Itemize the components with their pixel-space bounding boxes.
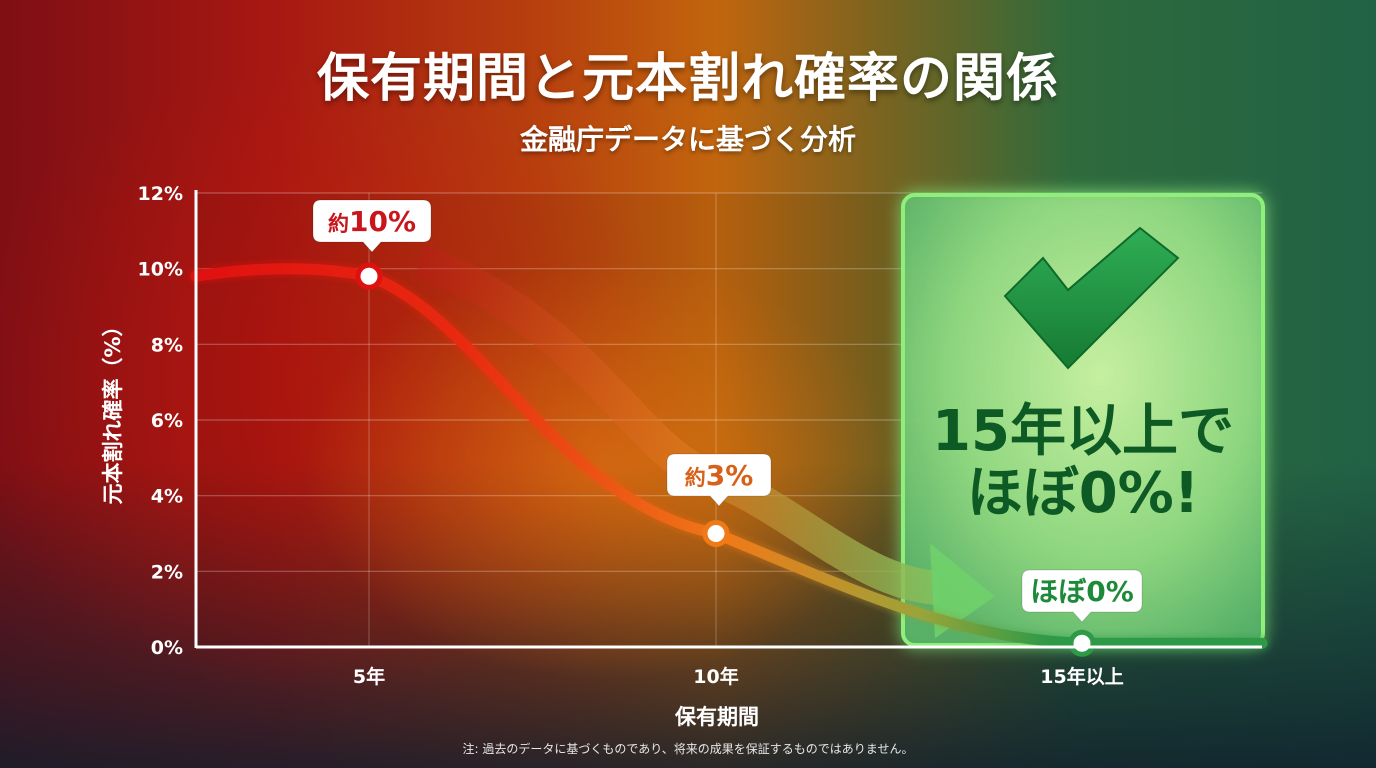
y-tick-label: 4% [151, 486, 183, 508]
y-tick-label: 8% [151, 334, 183, 356]
callout-label: 約3% [666, 453, 772, 507]
data-point [355, 262, 383, 290]
callout-prefix: 約 [685, 466, 706, 490]
callout-text: 約3% [685, 459, 754, 492]
footnote: 注: 過去のデータに基づくものであり、将来の成果を保証するものではありません。 [462, 742, 914, 756]
y-tick-labels: 0% 2% 4% 6% 8% 10% 12% [138, 183, 183, 659]
data-point [702, 520, 730, 547]
y-axis-title: 元本割れ確率（%） [101, 315, 125, 504]
data-callouts: 約10%約3%ほぼ0% [312, 199, 1143, 623]
callout-value: ほぼ0% [1030, 575, 1134, 608]
callout-bubble [666, 453, 772, 507]
checkmark-icon [1003, 226, 1180, 370]
highlight-line-1: 15年以上で [932, 399, 1234, 464]
callout-prefix: 約 [328, 212, 349, 236]
callout-label: 約10% [312, 199, 432, 253]
x-tick-label: 5年 [353, 665, 385, 688]
callout-label: ほぼ0% [1021, 569, 1143, 623]
x-axis-title: 保有期間 [674, 705, 759, 729]
y-tick-label: 0% [151, 637, 183, 659]
callout-text: ほぼ0% [1030, 575, 1134, 608]
y-tick-label: 2% [151, 561, 183, 583]
data-point [1068, 629, 1096, 657]
y-tick-label: 12% [138, 183, 183, 205]
y-tick-label: 10% [138, 259, 183, 281]
highlight-line-2: ほぼ0%! [967, 461, 1200, 526]
callout-text: 約10% [328, 205, 416, 238]
y-tick-label: 6% [151, 410, 183, 432]
x-tick-labels: 5年 10年 15年以上 [353, 665, 1124, 688]
callout-value: 3% [706, 459, 754, 492]
chart-subtitle: 金融庁データに基づく分析 [519, 123, 856, 156]
callout-bubble [312, 199, 432, 253]
chart-title: 保有期間と元本割れ確率の関係 [316, 49, 1059, 109]
series-line [190, 263, 1268, 649]
x-tick-label: 10年 [693, 665, 738, 688]
callout-value: 10% [349, 205, 416, 238]
callout-bubble [1021, 569, 1143, 623]
x-tick-label: 15年以上 [1040, 665, 1123, 688]
